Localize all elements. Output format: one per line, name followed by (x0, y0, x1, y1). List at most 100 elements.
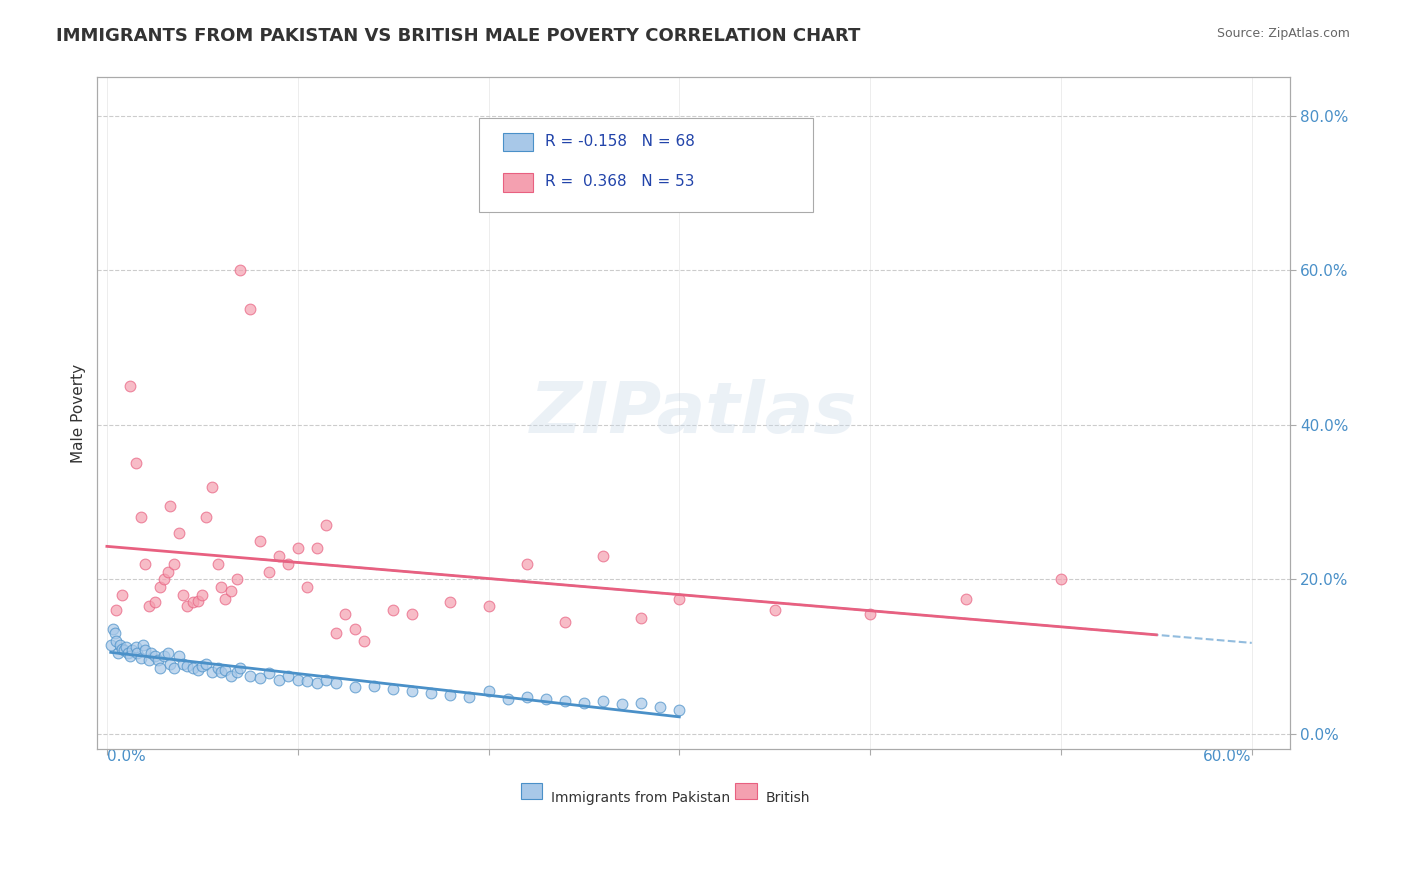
Point (630, 611, 652, 625)
Point (267, 549, 290, 563)
Bar (520, 782, 543, 799)
Bar (735, 782, 756, 799)
Point (477, 599, 499, 614)
Point (195, 657, 218, 672)
Point (277, 557, 299, 571)
Point (650, 699, 672, 714)
Text: Source: ZipAtlas.com: Source: ZipAtlas.com (1216, 27, 1350, 40)
Point (439, 595, 461, 609)
Text: IMMIGRANTS FROM PAKISTAN VS BRITISH MALE POVERTY CORRELATION CHART: IMMIGRANTS FROM PAKISTAN VS BRITISH MALE… (56, 27, 860, 45)
Point (201, 479, 224, 493)
Point (209, 665, 232, 679)
Point (363, 679, 385, 693)
Point (763, 603, 786, 617)
Point (132, 638, 155, 652)
Point (1050, 572, 1073, 586)
Point (668, 591, 690, 606)
Point (107, 646, 129, 660)
Point (105, 634, 128, 648)
Point (277, 669, 299, 683)
Point (439, 688, 461, 702)
Point (496, 691, 519, 706)
Point (191, 588, 214, 602)
Point (516, 557, 538, 571)
Text: ZIPatlas: ZIPatlas (530, 379, 858, 448)
Point (287, 673, 309, 687)
Bar (503, 133, 533, 152)
Point (219, 669, 242, 683)
Point (610, 698, 633, 712)
Point (176, 658, 198, 673)
Point (859, 607, 882, 621)
Point (118, 649, 141, 664)
Point (176, 599, 198, 614)
Text: Immigrants from Pakistan: Immigrants from Pakistan (551, 790, 730, 805)
Point (159, 499, 181, 513)
Point (111, 588, 134, 602)
Point (257, 666, 280, 681)
Point (297, 674, 319, 689)
Point (139, 646, 162, 660)
Point (297, 580, 319, 594)
Point (229, 263, 252, 277)
Point (305, 676, 328, 690)
Point (325, 676, 347, 690)
Point (138, 599, 160, 614)
Point (382, 603, 405, 617)
Point (115, 640, 138, 655)
Point (169, 525, 191, 540)
Text: 0.0%: 0.0% (107, 749, 146, 764)
Point (668, 703, 690, 717)
Point (159, 657, 181, 672)
Point (195, 510, 218, 524)
Point (477, 684, 499, 698)
Point (305, 541, 328, 556)
Point (401, 607, 423, 621)
Point (103, 626, 125, 640)
Point (143, 595, 166, 609)
Bar (503, 173, 533, 192)
Point (239, 669, 262, 683)
Point (592, 549, 614, 563)
Point (101, 623, 124, 637)
Point (124, 457, 146, 471)
FancyBboxPatch shape (479, 118, 813, 211)
Text: R =  0.368   N = 53: R = 0.368 N = 53 (544, 174, 695, 189)
Point (169, 649, 191, 664)
Point (121, 643, 143, 657)
Point (343, 681, 366, 695)
Point (209, 580, 232, 594)
Point (117, 646, 139, 660)
Point (287, 541, 309, 556)
Point (214, 591, 236, 606)
Point (134, 643, 156, 657)
Point (214, 663, 236, 677)
Point (134, 557, 156, 571)
Point (112, 643, 135, 657)
Point (458, 690, 481, 704)
Point (401, 684, 423, 698)
Point (335, 607, 357, 621)
Point (129, 510, 152, 524)
Point (554, 694, 576, 708)
Point (143, 649, 166, 664)
Point (149, 580, 172, 594)
Text: 60.0%: 60.0% (1204, 749, 1251, 764)
Point (267, 673, 290, 687)
Point (219, 583, 242, 598)
Point (187, 663, 209, 677)
Point (239, 301, 262, 316)
Point (127, 646, 149, 660)
Point (153, 649, 176, 664)
Point (229, 661, 252, 675)
Point (118, 379, 141, 393)
Point (191, 658, 214, 673)
Point (181, 595, 204, 609)
Point (249, 533, 271, 548)
Point (201, 665, 224, 679)
Point (172, 588, 194, 602)
Point (156, 565, 179, 579)
Y-axis label: Male Poverty: Male Poverty (72, 364, 86, 463)
Point (257, 565, 280, 579)
Point (149, 661, 172, 675)
